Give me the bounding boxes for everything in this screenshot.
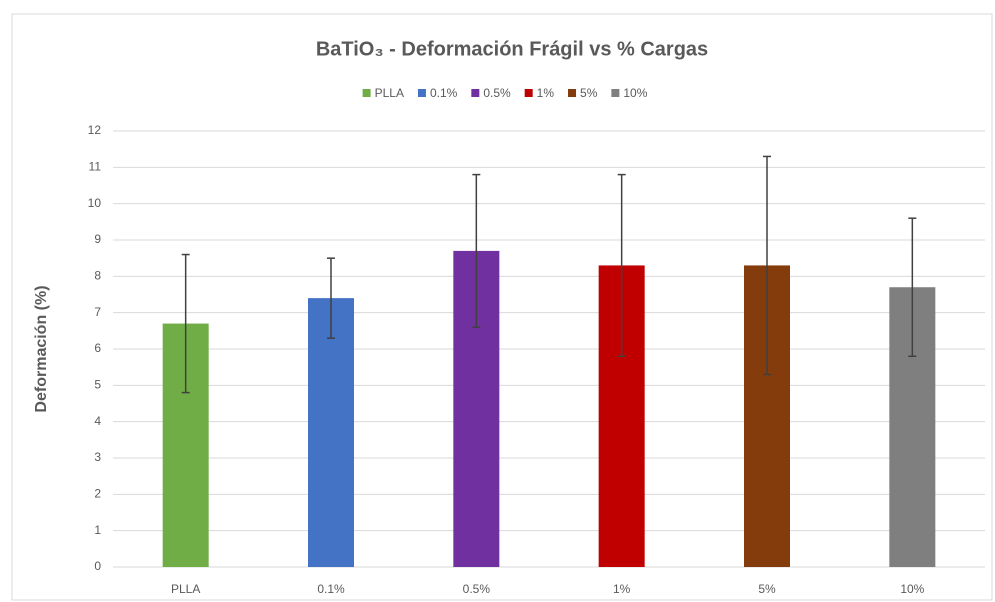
legend-label: 5%	[580, 86, 598, 100]
x-tick-label: 0.1%	[317, 582, 345, 596]
y-tick-label: 4	[94, 414, 101, 428]
bar	[308, 298, 354, 567]
legend-swatch	[417, 89, 426, 97]
y-tick-label: 6	[94, 341, 101, 355]
x-tick-label: 1%	[613, 582, 631, 596]
legend-label: 10%	[623, 86, 647, 100]
legend-label: 0.5%	[483, 86, 511, 100]
legend-swatch	[568, 89, 577, 97]
legend-label: 1%	[537, 86, 555, 100]
chart-frame	[11, 13, 993, 601]
legend-swatch	[524, 89, 533, 97]
y-tick-label: 7	[94, 305, 101, 319]
x-tick-label: PLLA	[171, 582, 200, 596]
y-tick-label: 2	[94, 487, 101, 501]
y-tick-label: 10	[88, 196, 102, 210]
x-tick-label: 10%	[900, 582, 924, 596]
x-tick-label: 5%	[758, 582, 776, 596]
y-tick-label: 0	[94, 559, 101, 573]
y-tick-label: 12	[88, 123, 102, 137]
legend-swatch	[362, 89, 371, 97]
legend-label: PLLA	[375, 86, 404, 100]
x-tick-label: 0.5%	[463, 582, 491, 596]
chart-title: BaTiO₃ - Deformación Frágil vs % Cargas	[316, 38, 708, 60]
y-tick-label: 9	[94, 232, 101, 246]
y-tick-label: 5	[94, 378, 101, 392]
y-tick-label: 11	[89, 160, 102, 174]
legend-swatch	[611, 89, 620, 97]
y-tick-label: 3	[94, 450, 101, 464]
y-tick-label: 1	[94, 523, 101, 537]
legend-swatch	[471, 89, 480, 97]
y-tick-label: 8	[94, 269, 101, 283]
legend-label: 0.1%	[430, 86, 458, 100]
y-axis-label: Deformación (%)	[33, 285, 50, 412]
